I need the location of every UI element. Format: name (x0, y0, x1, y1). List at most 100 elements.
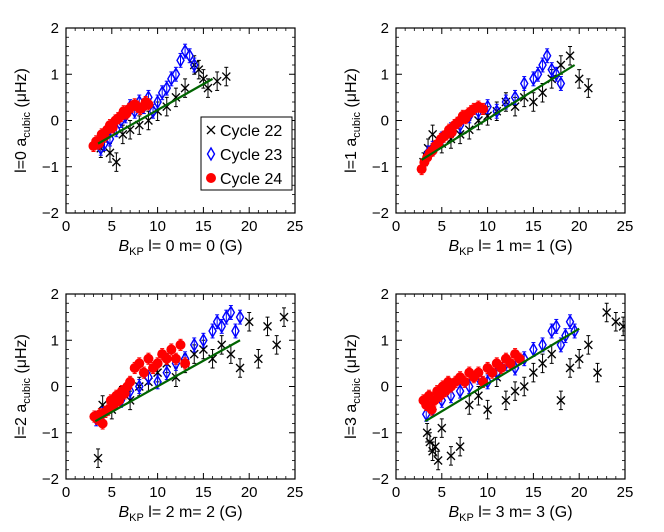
legend-marker-diamond (206, 146, 216, 162)
data-point (134, 379, 144, 394)
series-cycle-24 (416, 100, 489, 176)
data-point (152, 358, 163, 369)
data-point (565, 363, 575, 373)
data-point (199, 332, 208, 348)
series-cycle-24 (89, 338, 191, 430)
x-tick-label: 0 (62, 218, 70, 235)
data-point (510, 89, 520, 105)
data-point (208, 323, 217, 339)
x-tick-label: 10 (479, 484, 496, 501)
data-point (428, 129, 438, 139)
data-point (473, 391, 483, 401)
legend-label: Cycle 23 (220, 147, 282, 164)
data-point (538, 57, 547, 73)
data-point (542, 48, 552, 64)
y-tick-label: −2 (372, 205, 389, 222)
data-point (551, 66, 561, 82)
x-tick-label: 0 (392, 484, 400, 501)
data-point (161, 353, 172, 364)
x-axis-label: BKP l= 0 m= 0 (G) (118, 238, 242, 258)
series-cycle-24 (418, 348, 525, 416)
data-point (538, 358, 548, 368)
data-point (189, 349, 199, 359)
data-point (162, 365, 172, 381)
data-point (180, 358, 191, 369)
data-point (203, 83, 213, 93)
data-layer (88, 43, 231, 172)
x-axis-label: BKP l= 2 m= 2 (G) (118, 504, 242, 524)
y-axis-label: l=3 acubic (μHz) (343, 334, 363, 439)
data-point (533, 66, 543, 82)
legend-marker-x (206, 125, 216, 135)
data-point (153, 94, 162, 110)
data-point (263, 321, 272, 331)
x-tick-label: 5 (108, 218, 116, 235)
chart-panel-1: 0 5 10 15 20 25 −2 −1 0 1 2 BKP l= 0 m= 0 (G) l=0 ac… (13, 20, 303, 258)
x-tick-label: 5 (438, 218, 446, 235)
data-point (556, 337, 566, 353)
series-cycle-22 (96, 55, 231, 172)
data-point (510, 386, 520, 396)
data-point (212, 76, 222, 86)
x-tick-label: 10 (479, 218, 496, 235)
data-point (97, 418, 108, 429)
x-axis-label: BKP l= 3 m= 3 (G) (448, 504, 572, 524)
data-point (551, 318, 561, 334)
data-point (611, 317, 621, 327)
data-point (111, 157, 121, 167)
data-point (496, 363, 507, 373)
chart-panel-2: 0 5 10 15 20 25 −2 −1 0 1 2 BKP l= 1 m= 1 (G) l=1 ac… (343, 20, 633, 258)
data-point (528, 97, 538, 107)
data-point (505, 358, 516, 369)
data-point (430, 442, 440, 452)
x-tick-label: 25 (617, 218, 634, 235)
fit-line (97, 77, 214, 145)
y-tick-label: 2 (381, 286, 389, 303)
data-point (235, 363, 245, 373)
data-point (143, 99, 154, 110)
data-point (473, 367, 484, 378)
data-point (162, 80, 172, 96)
data-point (437, 423, 447, 433)
data-point (519, 76, 529, 91)
data-point (528, 368, 538, 378)
y-tick-label: 1 (381, 66, 389, 83)
data-point (221, 72, 231, 82)
y-tick-label: 2 (51, 286, 59, 303)
data-point (212, 314, 222, 330)
data-point (492, 103, 502, 119)
x-tick-label: 20 (241, 218, 258, 235)
data-point (217, 318, 227, 334)
data-point (148, 103, 158, 119)
data-point (231, 323, 240, 339)
data-point (538, 88, 548, 98)
data-point (565, 314, 575, 330)
data-point (426, 404, 437, 415)
y-axis-label: l=1 acubic (μHz) (343, 68, 363, 173)
x-tick-label: 0 (62, 484, 70, 501)
series-cycle-22 (422, 302, 625, 471)
data-point (618, 321, 625, 331)
y-tick-label: −2 (42, 205, 59, 222)
data-point (583, 83, 593, 93)
plot-frame (395, 293, 626, 480)
data-point (180, 83, 190, 93)
y-tick-label: 0 (381, 379, 389, 396)
data-point (514, 353, 525, 364)
y-axis-label: l=0 acubic (μHz) (13, 68, 33, 173)
y-axis-label: l=2 acubic (μHz) (13, 334, 33, 439)
x-tick-label: 0 (392, 218, 400, 235)
data-point (153, 374, 162, 390)
data-point (134, 358, 145, 369)
data-layer (416, 46, 593, 176)
data-point (602, 308, 612, 317)
data-point (501, 395, 511, 405)
x-axis-label: BKP l= 1 m= 1 (G) (448, 238, 572, 258)
data-point (166, 344, 177, 355)
y-tick-label: −2 (42, 471, 59, 488)
y-tick-label: 0 (51, 113, 59, 130)
y-tick-label: −1 (42, 159, 59, 176)
y-tick-label: −1 (372, 159, 389, 176)
data-point (180, 43, 190, 59)
data-point (272, 340, 282, 350)
